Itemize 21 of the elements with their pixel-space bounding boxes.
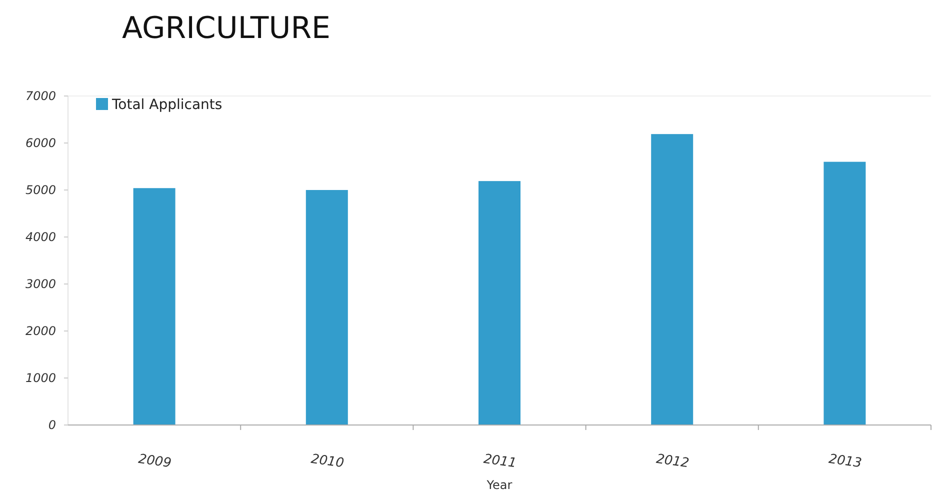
x-tick-label: 2010 (310, 452, 345, 472)
bar (133, 188, 176, 425)
x-axis-title: Year (486, 478, 512, 492)
chart-title: AGRICULTURE (122, 11, 331, 46)
y-tick-label: 7000 (25, 89, 56, 104)
y-tick-label: 4000 (25, 230, 56, 244)
x-tick-label: 2009 (137, 452, 172, 472)
x-tick-label: 2012 (655, 452, 690, 472)
y-tick-label: 6000 (25, 136, 56, 150)
y-tick-label: 5000 (25, 183, 56, 198)
y-tick-label: 3000 (25, 277, 56, 292)
bar (651, 134, 694, 425)
x-tick-label: 2013 (828, 452, 863, 472)
bar (824, 162, 866, 425)
bar (306, 190, 348, 425)
y-tick-label: 2000 (25, 324, 56, 338)
x-tick-label: 2011 (482, 452, 518, 472)
y-tick-label: 1000 (25, 371, 56, 386)
bar (478, 181, 520, 425)
y-tick-label: 0 (48, 418, 56, 432)
legend-label: Total Applicants (111, 96, 222, 113)
